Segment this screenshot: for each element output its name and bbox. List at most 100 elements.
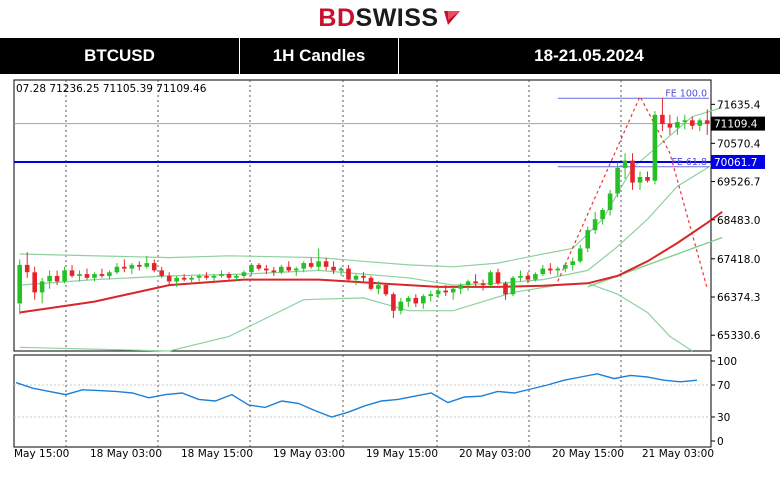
candle [54,270,60,286]
header-divider [239,38,240,74]
candle-body [219,274,224,276]
candle [398,297,404,315]
candle-body [428,294,433,296]
rsi-axis: 100 70 30 0 [711,356,737,448]
candle [92,272,97,282]
candle-body [607,193,613,210]
price-panel-frame [13,79,712,352]
candle-body [421,296,426,304]
price-tick-label: 69526.7 [717,177,760,189]
candle [301,261,306,273]
horizontal-levels [14,123,711,163]
candle [518,270,523,282]
candle [615,162,620,198]
candle-body [54,275,60,282]
candle-body [667,123,673,128]
candle-body [286,266,292,271]
price-panel: FE 100.0 FE 61.8 07.28 71236.25 71105.39 … [13,79,723,352]
rsi-panel [13,354,712,448]
candle [607,189,613,216]
candle-body [518,275,523,278]
candle [151,259,157,273]
candle-body [450,288,456,293]
rsi-indicator [14,355,711,447]
candle-body [488,272,493,286]
candle [413,294,419,308]
candle [219,270,224,278]
candlesticks [17,98,710,319]
candle [211,274,217,282]
candle [570,257,575,271]
candle-body [338,268,344,271]
price-tick-label: 71635.4 [717,99,761,111]
time-tick-label: 19 May 03:00 [273,448,345,460]
candle-body [264,268,269,271]
candle [406,296,411,308]
header-dates: 18-21.05.2024 [534,46,644,65]
candle [316,248,321,271]
header-timeframe: 1H Candles [272,46,366,65]
candle-body [652,114,658,181]
candle [234,274,239,282]
candle-body [234,275,239,278]
bollinger-upper-band [19,106,723,268]
candle-body [592,219,598,231]
candle [331,261,336,275]
candle-body [99,274,105,276]
bollinger-bands [19,106,723,352]
candle [39,277,45,304]
candle-body [435,290,441,295]
candle-body [622,160,628,168]
candle [114,263,120,275]
bollinger-middle-band [19,158,723,286]
candle [69,264,75,278]
rsi-tick-label: 0 [717,436,724,448]
candle [17,259,22,315]
candle [62,266,67,284]
candle-body [331,266,336,271]
candle-body [383,285,389,295]
candle [660,98,665,132]
candle [667,114,673,135]
candle [204,272,209,280]
candle-body [189,277,194,280]
candle [338,266,344,276]
candle [488,270,493,287]
candle-body [577,248,583,262]
candle-body [226,274,232,278]
candle [465,279,471,291]
rsi-panel-frame [13,354,712,448]
candle-body [114,266,120,273]
candle [84,268,90,280]
candle [473,274,478,287]
current-price-tag [711,116,765,131]
candle [368,275,374,291]
candle [166,272,172,286]
candle [256,263,262,271]
time-tick-label: May 15:00 [14,448,69,460]
candle [144,255,150,269]
time-tick-label: 21 May 03:00 [642,448,714,460]
candle-body [376,285,381,289]
candle-body [24,264,30,273]
candle [421,294,426,309]
candle-body [630,160,635,183]
candle [376,281,381,295]
candle-body [615,167,620,194]
candle-body [107,272,112,276]
candle [630,153,635,190]
fibonacci-level-label: FE 61.8 [671,157,707,168]
price-tick-label: 67418.0 [717,254,760,266]
candle-body [122,266,127,269]
candle-body [361,275,366,278]
candle-body [77,274,82,276]
candle [174,275,179,287]
candle [435,286,441,298]
candle [622,153,628,179]
candle-body [211,275,217,278]
candle-body [480,283,486,286]
candle [697,118,703,132]
candle-body [249,264,254,273]
candle [480,279,486,291]
candle-body [645,177,650,181]
